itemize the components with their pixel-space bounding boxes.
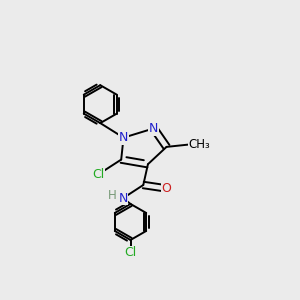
Text: N: N bbox=[118, 192, 128, 205]
Text: N: N bbox=[119, 131, 128, 144]
Text: N: N bbox=[149, 122, 158, 135]
Text: CH₃: CH₃ bbox=[189, 138, 210, 151]
Text: H: H bbox=[107, 189, 116, 202]
Text: O: O bbox=[162, 182, 172, 195]
Text: Cl: Cl bbox=[92, 168, 104, 181]
Text: Cl: Cl bbox=[124, 246, 136, 259]
